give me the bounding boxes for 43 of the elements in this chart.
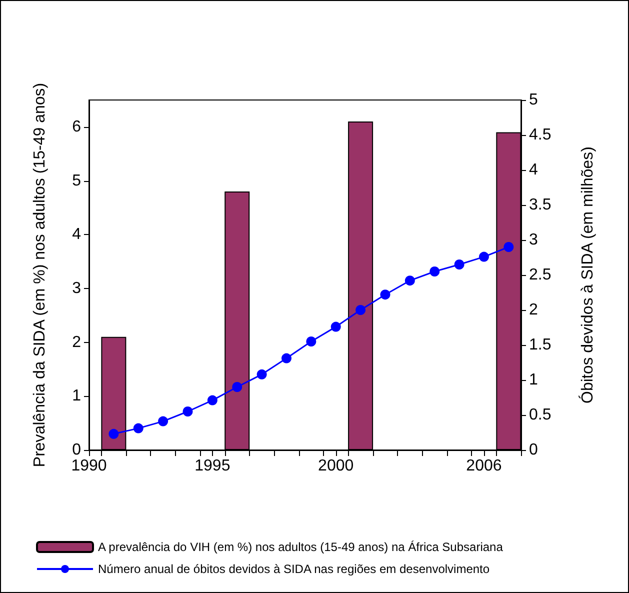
- point: [108, 428, 119, 439]
- y-tick-label: 5: [72, 172, 82, 190]
- point: [232, 382, 242, 392]
- point: [380, 290, 390, 300]
- y2-tick-label: 1.5: [529, 336, 552, 354]
- y-axis-title: Prevalência da SIDA (em %) nos adultos (15-49 anos): [32, 82, 48, 468]
- point: [430, 266, 440, 276]
- y-tick-label: 2: [72, 334, 82, 351]
- y2-axis-title: Óbitos devidos à SIDA (em milhões): [578, 146, 596, 404]
- x-tick-label: 1990: [71, 458, 107, 474]
- y2-tick-label: 5: [529, 92, 538, 108]
- y2-tick-label: 2: [529, 302, 538, 318]
- y2-tick-label: 0: [529, 442, 538, 458]
- y-tick-label: 3: [72, 280, 82, 297]
- x-tick-label: 1995: [194, 458, 230, 474]
- legend-label: Número anual de óbitos devidos à SIDA nas regiões em desenvolvimento: [98, 562, 490, 576]
- x-tick-label: 2006: [466, 458, 502, 474]
- point: [356, 305, 366, 315]
- y2-tick-label: 4.5: [529, 126, 552, 144]
- point: [281, 353, 292, 364]
- legend-label: A prevalência do VIH (em %) nos adultos (15-49 anos) na África Subsariana: [98, 540, 504, 554]
- y-tick-label: 6: [72, 118, 82, 136]
- point: [158, 416, 168, 426]
- point: [182, 406, 193, 416]
- y-tick-label: 1: [72, 388, 82, 405]
- y2-tick-label: 1: [529, 372, 538, 388]
- y2-tick-label: 3: [529, 232, 538, 248]
- point: [207, 395, 218, 406]
- point: [256, 369, 267, 380]
- y2-tick-label: 2.5: [529, 266, 552, 284]
- point: [306, 336, 316, 346]
- y2-tick-label: 4: [529, 162, 538, 178]
- point: [133, 423, 144, 434]
- point: [454, 260, 464, 270]
- point: [330, 322, 341, 332]
- point: [504, 242, 514, 252]
- y2-tick-label: 3.5: [529, 196, 552, 214]
- x-tick-label: 2000: [318, 458, 354, 474]
- y2-tick-label: 0.5: [529, 406, 552, 424]
- point: [404, 276, 415, 286]
- y-tick-label: 0: [72, 442, 82, 458]
- y-tick-label: 4: [72, 226, 82, 244]
- point: [478, 252, 489, 262]
